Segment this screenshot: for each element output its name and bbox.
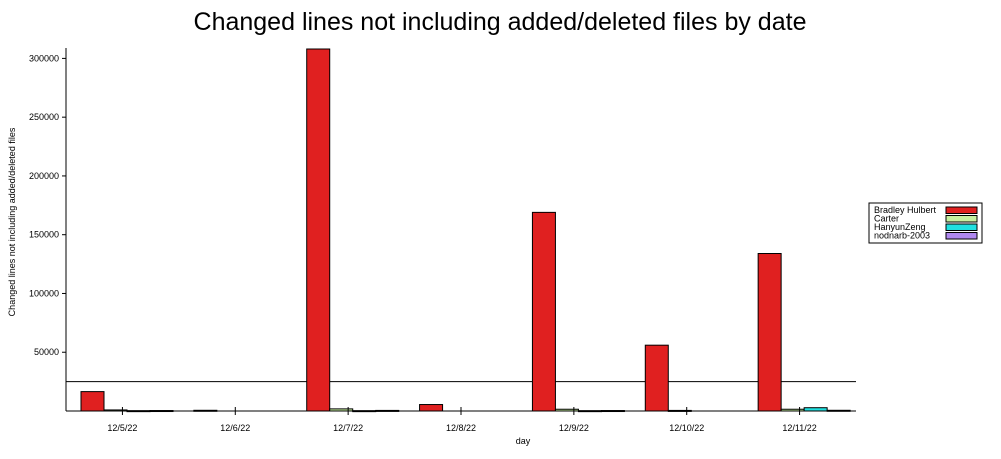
x-tick-label: 12/7/22 [333, 423, 363, 433]
bar-bradley-hulbert-3 [419, 404, 444, 412]
axes: 50000 100000 150000 200000 250000 300000 12/5/… [29, 48, 856, 433]
bar-bradley-hulbert-6 [757, 253, 782, 412]
legend-label: nodnarb-2003 [874, 231, 930, 241]
x-tick-label: 12/9/22 [559, 423, 589, 433]
y-axis-label: Changed lines not including added/delete… [7, 127, 17, 316]
x-tick-label: 12/11/22 [782, 423, 816, 433]
x-tick-label: 12/10/22 [669, 423, 704, 433]
bar-bradley-hulbert-4 [531, 211, 556, 412]
chart-title: Changed lines not including added/delete… [194, 8, 807, 36]
legend-label: Bradley Hulbert [874, 205, 937, 215]
x-tick-label: 12/6/22 [220, 423, 250, 433]
y-tick-label: 250000 [29, 112, 59, 122]
y-tick-label: 200000 [29, 171, 59, 181]
bar-bradley-hulbert-5 [644, 344, 669, 412]
legend-label: HanyunZeng [874, 222, 926, 232]
legend: Bradley HulbertCarterHanyunZengnodnarb-2… [868, 202, 983, 244]
y-tick-label: 150000 [29, 230, 59, 240]
legend-swatch [945, 232, 978, 240]
bar-bradley-hulbert-2 [306, 48, 331, 412]
legend-swatch [945, 215, 978, 223]
y-tick-label: 50000 [34, 347, 59, 357]
legend-label: Carter [874, 214, 899, 224]
y-tick-label: 300000 [29, 53, 59, 63]
x-tick-label: 12/5/22 [107, 423, 137, 433]
bar-bradley-hulbert-0 [80, 391, 105, 412]
y-tick-label: 100000 [29, 288, 59, 298]
x-axis-label: day [516, 436, 531, 446]
x-tick-label: 12/8/22 [446, 423, 476, 433]
bars [80, 48, 851, 413]
legend-swatch [945, 223, 978, 231]
legend-swatch [945, 206, 978, 214]
